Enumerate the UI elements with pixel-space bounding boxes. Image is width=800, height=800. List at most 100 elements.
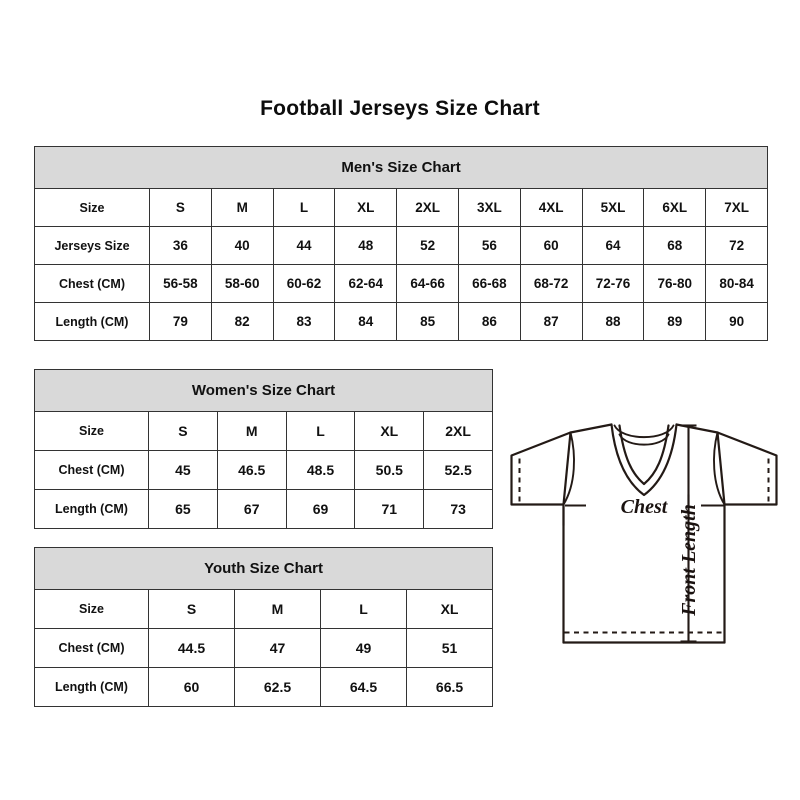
youth-size-table: Youth Size Chart Size S M L XL Chest (CM… — [33, 547, 494, 707]
youth-table-title-row: Youth Size Chart — [33, 547, 494, 590]
table-cell: 56 — [457, 226, 521, 265]
table-cell: 83 — [272, 302, 336, 341]
right-sleeve-inner-seam — [713, 431, 726, 506]
womens-row-label-chest: Chest (CM) — [34, 450, 149, 490]
youth-col-header-m: M — [234, 589, 321, 629]
collar-rib-arc-upper — [613, 424, 675, 438]
table-cell: 85 — [396, 302, 459, 341]
table-cell: 87 — [519, 302, 583, 341]
mens-col-header-2xl: 2XL — [396, 188, 459, 227]
table-cell: 52.5 — [423, 450, 494, 490]
womens-row-label-length: Length (CM) — [34, 489, 149, 529]
table-cell: 76-80 — [643, 264, 707, 303]
table-cell: 65 — [148, 489, 218, 529]
table-cell: 48.5 — [285, 450, 356, 490]
table-cell: 40 — [210, 226, 274, 265]
mens-row-label-jerseys-size: Jerseys Size — [34, 226, 150, 265]
table-cell: 88 — [581, 302, 645, 341]
mens-col-header-size: Size — [34, 188, 150, 227]
page-title: Football Jerseys Size Chart — [260, 97, 540, 120]
mens-size-table: Men's Size Chart Size S M L XL 2XL 3XL 4… — [33, 146, 769, 341]
left-shoulder-line — [569, 423, 613, 434]
table-cell: 73 — [423, 489, 494, 529]
table-cell: 72 — [705, 226, 769, 265]
table-cell: 56-58 — [149, 264, 212, 303]
mens-table-title: Men's Size Chart — [33, 146, 769, 189]
table-cell: 62-64 — [334, 264, 398, 303]
womens-col-header-size: Size — [34, 411, 149, 451]
table-cell: 60-62 — [272, 264, 336, 303]
womens-col-header-m: M — [216, 411, 287, 451]
mens-row-label-length: Length (CM) — [34, 302, 150, 341]
youth-row-label-chest: Chest (CM) — [34, 628, 149, 668]
womens-col-header-xl: XL — [354, 411, 425, 451]
mens-col-header-m: M — [210, 188, 274, 227]
youth-col-header-xl: XL — [405, 589, 494, 629]
table-cell: 50.5 — [354, 450, 425, 490]
table-cell: 49 — [320, 628, 407, 668]
table-cell: 48 — [334, 226, 398, 265]
table-row: Chest (CM) 56-58 58-60 60-62 62-64 64-66… — [34, 264, 769, 303]
mens-col-header-xl: XL — [334, 188, 398, 227]
mens-header-row: Size S M L XL 2XL 3XL 4XL 5XL 6XL 7XL — [34, 188, 769, 227]
table-cell: 89 — [643, 302, 707, 341]
collar-rib-arc-lower — [618, 433, 670, 446]
table-cell: 84 — [334, 302, 398, 341]
table-cell: 80-84 — [705, 264, 769, 303]
womens-header-row: Size S M L XL 2XL — [34, 411, 494, 451]
left-sleeve-inner-seam — [562, 431, 575, 506]
table-cell: 67 — [216, 489, 287, 529]
mens-table-title-row: Men's Size Chart — [33, 146, 769, 189]
mens-col-header-l: L — [272, 188, 336, 227]
table-cell: 68-72 — [519, 264, 583, 303]
youth-col-header-size: Size — [34, 589, 149, 629]
table-cell: 82 — [210, 302, 274, 341]
youth-col-header-l: L — [320, 589, 407, 629]
womens-col-header-2xl: 2XL — [423, 411, 494, 451]
table-cell: 64 — [581, 226, 645, 265]
mens-col-header-3xl: 3XL — [457, 188, 521, 227]
youth-header-row: Size S M L XL — [34, 589, 494, 629]
table-cell: 51 — [405, 628, 494, 668]
table-row: Length (CM) 65 67 69 71 73 — [34, 489, 494, 529]
table-cell: 44 — [272, 226, 336, 265]
table-row: Length (CM) 79 82 83 84 85 86 87 88 89 9… — [34, 302, 769, 341]
mens-col-header-7xl: 7XL — [705, 188, 769, 227]
table-cell: 60 — [519, 226, 583, 265]
table-cell: 66.5 — [405, 667, 494, 707]
mens-col-header-6xl: 6XL — [643, 188, 707, 227]
front-length-measurement-label: Front Length — [678, 504, 700, 617]
table-cell: 66-68 — [457, 264, 521, 303]
womens-table-title-row: Women's Size Chart — [33, 369, 494, 412]
youth-col-header-s: S — [148, 589, 235, 629]
mens-col-header-5xl: 5XL — [581, 188, 645, 227]
table-cell: 45 — [148, 450, 218, 490]
womens-col-header-s: S — [148, 411, 218, 451]
table-cell: 79 — [149, 302, 212, 341]
table-cell: 86 — [457, 302, 521, 341]
table-cell: 71 — [354, 489, 425, 529]
table-row: Chest (CM) 44.5 47 49 51 — [34, 628, 494, 668]
womens-table-title: Women's Size Chart — [33, 369, 494, 412]
table-cell: 52 — [396, 226, 459, 265]
left-sleeve-shape — [510, 431, 572, 506]
right-sleeve-shape — [716, 431, 778, 506]
v-neck-collar-outer — [610, 423, 678, 497]
table-cell: 44.5 — [148, 628, 235, 668]
table-cell: 64.5 — [320, 667, 407, 707]
womens-col-header-l: L — [285, 411, 356, 451]
table-row: Length (CM) 60 62.5 64.5 66.5 — [34, 667, 494, 707]
table-cell: 68 — [643, 226, 707, 265]
table-cell: 69 — [285, 489, 356, 529]
table-cell: 62.5 — [234, 667, 321, 707]
table-cell: 46.5 — [216, 450, 287, 490]
table-cell: 72-76 — [581, 264, 645, 303]
mens-row-label-chest: Chest (CM) — [34, 264, 150, 303]
jersey-measurement-diagram: Chest Front Length — [498, 392, 790, 684]
table-cell: 58-60 — [210, 264, 274, 303]
youth-row-label-length: Length (CM) — [34, 667, 149, 707]
womens-size-table: Women's Size Chart Size S M L XL 2XL Che… — [33, 369, 494, 529]
table-cell: 64-66 — [396, 264, 459, 303]
table-cell: 47 — [234, 628, 321, 668]
table-cell: 36 — [149, 226, 212, 265]
